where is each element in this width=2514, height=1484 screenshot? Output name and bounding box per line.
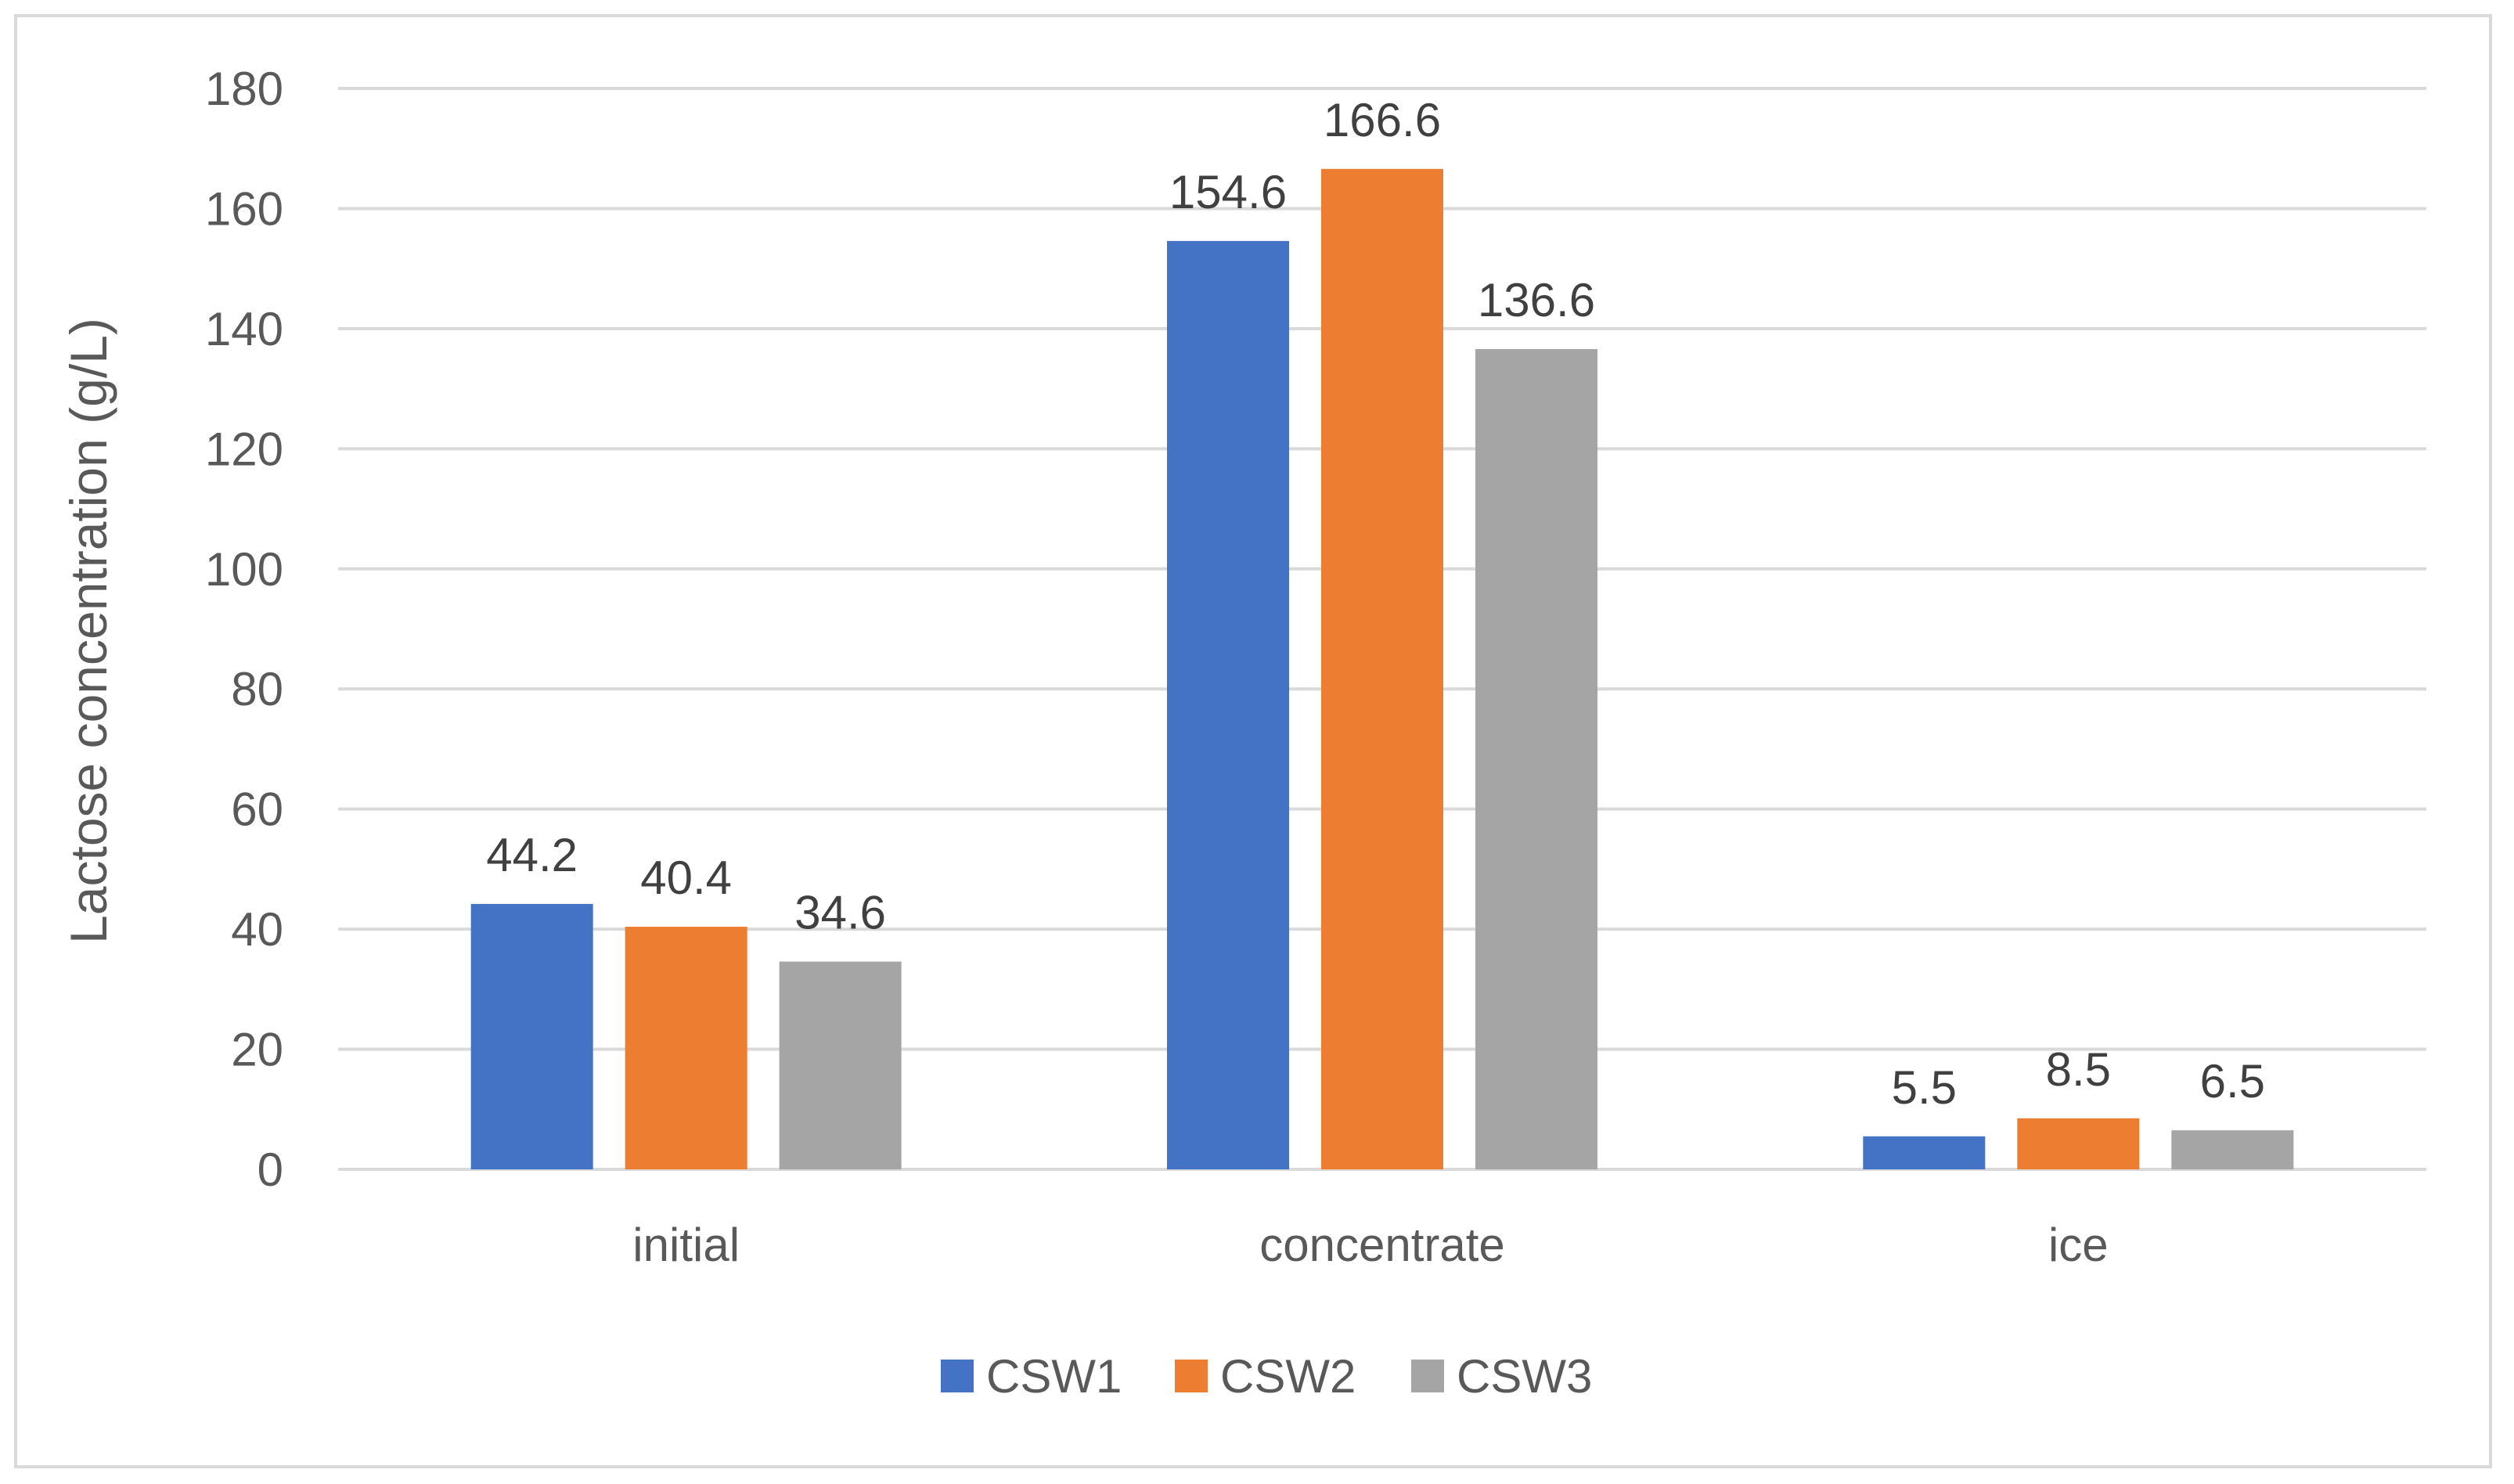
data-label: 136.6 <box>1478 274 1595 326</box>
bar-csw2-concentrate <box>1321 168 1443 1170</box>
y-axis-ticks: 0 20 40 60 80 100 120 140 160 180 <box>205 63 283 1196</box>
data-label: 34.6 <box>794 887 886 939</box>
data-label: 8.5 <box>2046 1043 2111 1096</box>
data-label: 40.4 <box>640 852 732 904</box>
y-tick-label: 20 <box>231 1024 283 1076</box>
y-tick-label: 140 <box>205 303 283 355</box>
bar-csw3-concentrate <box>1475 348 1597 1169</box>
y-tick-label: 80 <box>231 663 283 715</box>
data-label: 166.6 <box>1324 94 1441 146</box>
data-label: 5.5 <box>1892 1061 1957 1114</box>
data-labels: 44.2 40.4 34.6 154.6 166.6 136.6 5.5 8.5 6.5 <box>486 94 2265 1114</box>
legend-swatch-csw1 <box>941 1360 974 1392</box>
y-axis-title: Lactose concentration (g/L) <box>59 318 117 944</box>
y-tick-label: 180 <box>205 63 283 115</box>
y-tick-label: 160 <box>205 182 283 235</box>
bar-csw1-concentrate <box>1167 240 1289 1169</box>
bar-csw1-initial <box>470 903 593 1169</box>
bar-csw3-ice <box>2171 1130 2294 1169</box>
bar-csw2-initial <box>625 927 747 1169</box>
legend-label-csw3: CSW3 <box>1457 1350 1592 1403</box>
bar-csw2-ice <box>2017 1118 2140 1169</box>
x-tick-label: concentrate <box>1259 1219 1505 1271</box>
data-label: 154.6 <box>1169 166 1287 218</box>
data-label: 6.5 <box>2200 1055 2265 1108</box>
bars <box>470 168 2294 1170</box>
x-tick-label: ice <box>2048 1219 2109 1271</box>
y-tick-label: 0 <box>258 1144 283 1196</box>
y-tick-label: 40 <box>231 903 283 956</box>
x-tick-label: initial <box>632 1219 740 1271</box>
legend-swatch-csw2 <box>1175 1360 1208 1392</box>
data-label: 44.2 <box>486 829 578 881</box>
bar-csw3-initial <box>779 961 902 1169</box>
x-axis-ticks: initial concentrate ice <box>632 1219 2108 1271</box>
legend-label-csw1: CSW1 <box>986 1350 1122 1403</box>
y-tick-label: 120 <box>205 423 283 475</box>
legend: CSW1 CSW2 CSW3 <box>941 1350 1592 1403</box>
bar-csw1-ice <box>1863 1136 1986 1169</box>
y-tick-label: 100 <box>205 543 283 596</box>
legend-swatch-csw3 <box>1411 1360 1444 1392</box>
legend-label-csw2: CSW2 <box>1220 1350 1356 1403</box>
y-tick-label: 60 <box>231 783 283 836</box>
